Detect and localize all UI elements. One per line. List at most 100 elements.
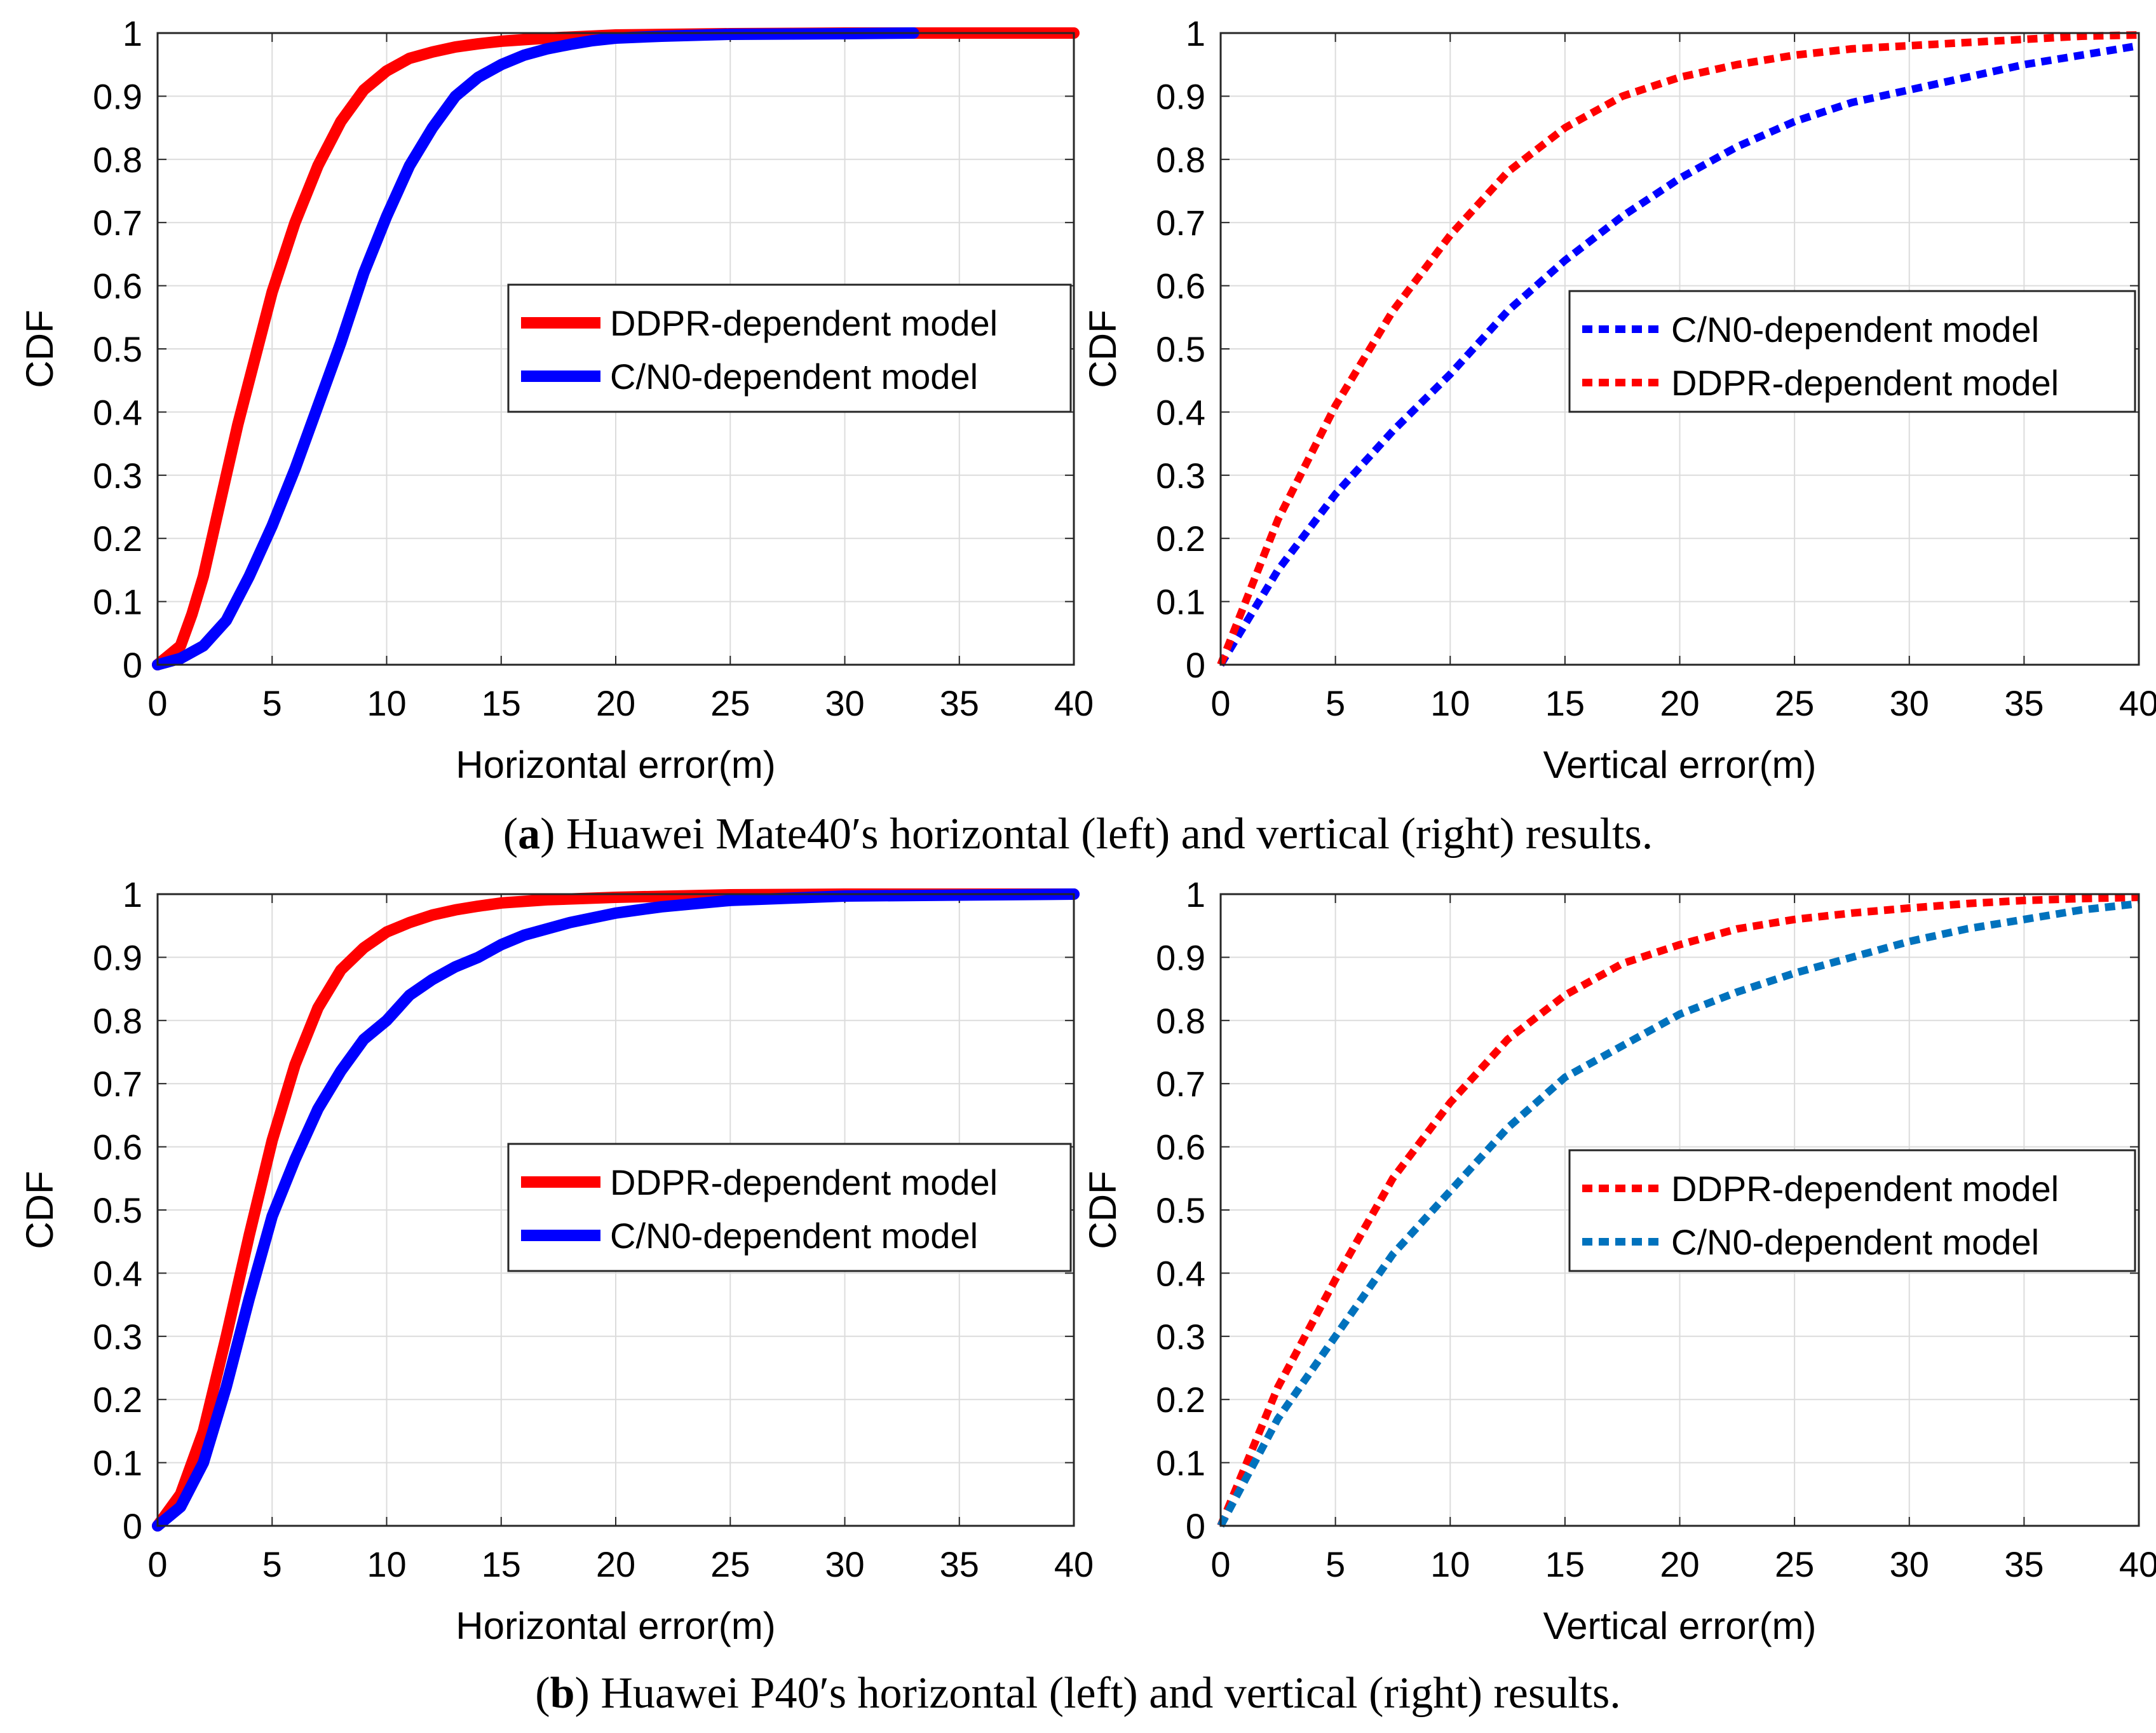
x-tick-label: 25: [710, 683, 750, 723]
y-tick-label: 0.3: [1156, 1317, 1205, 1357]
y-tick-label: 0.6: [93, 1127, 142, 1167]
legend-box: [507, 1143, 1072, 1272]
x-tick-label: 15: [482, 683, 521, 723]
series-line-c-n0-dependent-model: [152, 888, 1080, 1532]
x-tick-label: 30: [825, 683, 864, 723]
caption-a-letter: a: [518, 810, 541, 859]
y-tick-label: 0.5: [1156, 1190, 1205, 1230]
y-tick-label: 0.8: [1156, 1001, 1205, 1041]
x-tick-label: 10: [1430, 683, 1470, 723]
series-line-ddpr-dependent-model: [1217, 894, 2139, 1528]
y-tick-label: 0.1: [93, 582, 142, 622]
x-tick-label: 10: [367, 683, 406, 723]
x-tick-label: 15: [1545, 683, 1585, 723]
legend: DDPR-dependent model C/N0-dependent model: [507, 283, 1072, 413]
y-tick-label: 0.9: [1156, 937, 1205, 977]
y-tick-label: 0.3: [1156, 456, 1205, 496]
x-tick-label: 25: [710, 1544, 750, 1584]
y-tick-label: 0.3: [93, 456, 142, 496]
y-tick-label: 0.1: [1156, 1443, 1205, 1483]
y-tick-label: 0.8: [93, 140, 142, 180]
x-tick-label: 30: [825, 1544, 864, 1584]
y-tick-label: 0: [123, 1506, 142, 1546]
x-tick-label: 25: [1775, 1544, 1814, 1584]
chart-b-left: 0 5 10 15 20 25 30 35 40 0 0.1 0.2 0.3 0.4 0.5 0.6 0.7 0.…: [18, 874, 1094, 1647]
y-tick-label: 0: [1186, 645, 1205, 685]
y-tick-label: 0.7: [93, 203, 142, 243]
x-axis-label: Vertical error(m): [1543, 1605, 1816, 1647]
series-line-c-n0-dependent-model: [1217, 899, 2139, 1528]
y-tick-label: 0.4: [1156, 1253, 1205, 1293]
y-tick-label: 0.2: [1156, 1380, 1205, 1420]
x-tick-label: 20: [1660, 1544, 1699, 1584]
x-tick-label: 40: [2119, 1544, 2156, 1584]
y-tick-label: 0.8: [93, 1001, 142, 1041]
y-axis-label: CDF: [1081, 309, 1124, 388]
y-tick-label: 1: [123, 874, 142, 914]
x-tick-label: 30: [1890, 683, 1929, 723]
chart-a-left: 0 5 10 15 20 25 30 35 40 0 0.1 0.2 0.3 0.4 0.5 0.6 0.7 0.…: [18, 13, 1094, 786]
legend-label: C/N0-dependent model: [610, 357, 978, 397]
series-line-c-n0-dependent-model: [152, 27, 919, 670]
y-tick-label: 0.6: [1156, 266, 1205, 306]
x-axis-label: Horizontal error(m): [456, 1605, 775, 1647]
y-tick-label: 0.3: [93, 1317, 142, 1357]
y-tick-label: 0.7: [93, 1064, 142, 1104]
series-line-ddpr-dependent-model: [152, 27, 1080, 670]
caption-b-text: Huawei P40′s horizontal (left) and verti…: [589, 1669, 1621, 1718]
legend-label: C/N0-dependent model: [1671, 1222, 2039, 1262]
caption-a-text: Huawei Mate40′s horizontal (left) and ve…: [555, 810, 1653, 859]
x-tick-label: 20: [596, 683, 635, 723]
x-tick-label: 0: [1210, 1544, 1230, 1584]
y-tick-label: 0.7: [1156, 203, 1205, 243]
x-tick-label: 10: [367, 1544, 406, 1584]
x-tick-label: 35: [940, 683, 979, 723]
y-tick-label: 0.4: [93, 1253, 142, 1293]
y-tick-label: 0.2: [1156, 519, 1205, 559]
x-tick-label: 5: [262, 1544, 282, 1584]
x-tick-label: 5: [1325, 1544, 1345, 1584]
x-tick-label: 5: [1325, 683, 1345, 723]
y-tick-label: 0: [1186, 1506, 1205, 1546]
x-tick-label: 20: [596, 1544, 635, 1584]
y-tick-label: 0.2: [93, 519, 142, 559]
legend-box: [1568, 290, 2136, 413]
x-tick-label: 15: [1545, 1544, 1585, 1584]
y-tick-label: 1: [123, 13, 142, 53]
caption-a-close: ): [540, 810, 555, 859]
x-tick-label: 40: [2119, 683, 2156, 723]
y-tick-label: 1: [1186, 874, 1205, 914]
legend-label: DDPR-dependent model: [1671, 1169, 2059, 1209]
x-tick-label: 5: [262, 683, 282, 723]
x-tick-label: 25: [1775, 683, 1814, 723]
axes-frame: [1219, 32, 2140, 666]
legend-label: C/N0-dependent model: [1671, 309, 2039, 350]
y-tick-label: 0.4: [93, 392, 142, 432]
y-axis-label: CDF: [18, 1171, 61, 1249]
axes-frame: [156, 32, 1075, 666]
y-tick-label: 0.9: [93, 76, 142, 116]
series-line-ddpr-dependent-model: [1217, 31, 2139, 667]
y-tick-label: 0.5: [93, 1190, 142, 1230]
y-tick-label: 0.1: [1156, 582, 1205, 622]
series-line-ddpr-dependent-model: [152, 888, 1080, 1532]
caption-b-close: ): [574, 1669, 590, 1718]
caption-a-open: (: [503, 810, 519, 859]
legend: C/N0-dependent model DDPR-dependent model: [1568, 290, 2136, 413]
chart-b-right: 0 5 10 15 20 25 30 35 40 0 0.1 0.2 0.3 0.4 0.5 0.6 0.7 0.…: [1081, 874, 2156, 1647]
caption-b-open: (: [535, 1669, 550, 1718]
x-tick-label: 20: [1660, 683, 1699, 723]
caption-b: (b) Huawei P40′s horizontal (left) and v…: [0, 1671, 2156, 1716]
y-axis-label: CDF: [18, 309, 61, 388]
legend: DDPR-dependent model C/N0-dependent model: [1568, 1149, 2136, 1272]
legend: DDPR-dependent model C/N0-dependent model: [507, 1143, 1072, 1272]
y-tick-label: 1: [1186, 13, 1205, 53]
y-tick-label: 0.4: [1156, 392, 1205, 432]
y-tick-label: 0.5: [93, 329, 142, 369]
y-tick-label: 0.6: [93, 266, 142, 306]
y-tick-label: 0.6: [1156, 1127, 1205, 1167]
x-tick-label: 35: [2004, 683, 2044, 723]
legend-box: [1568, 1149, 2136, 1272]
x-axis-label: Vertical error(m): [1543, 744, 1816, 786]
